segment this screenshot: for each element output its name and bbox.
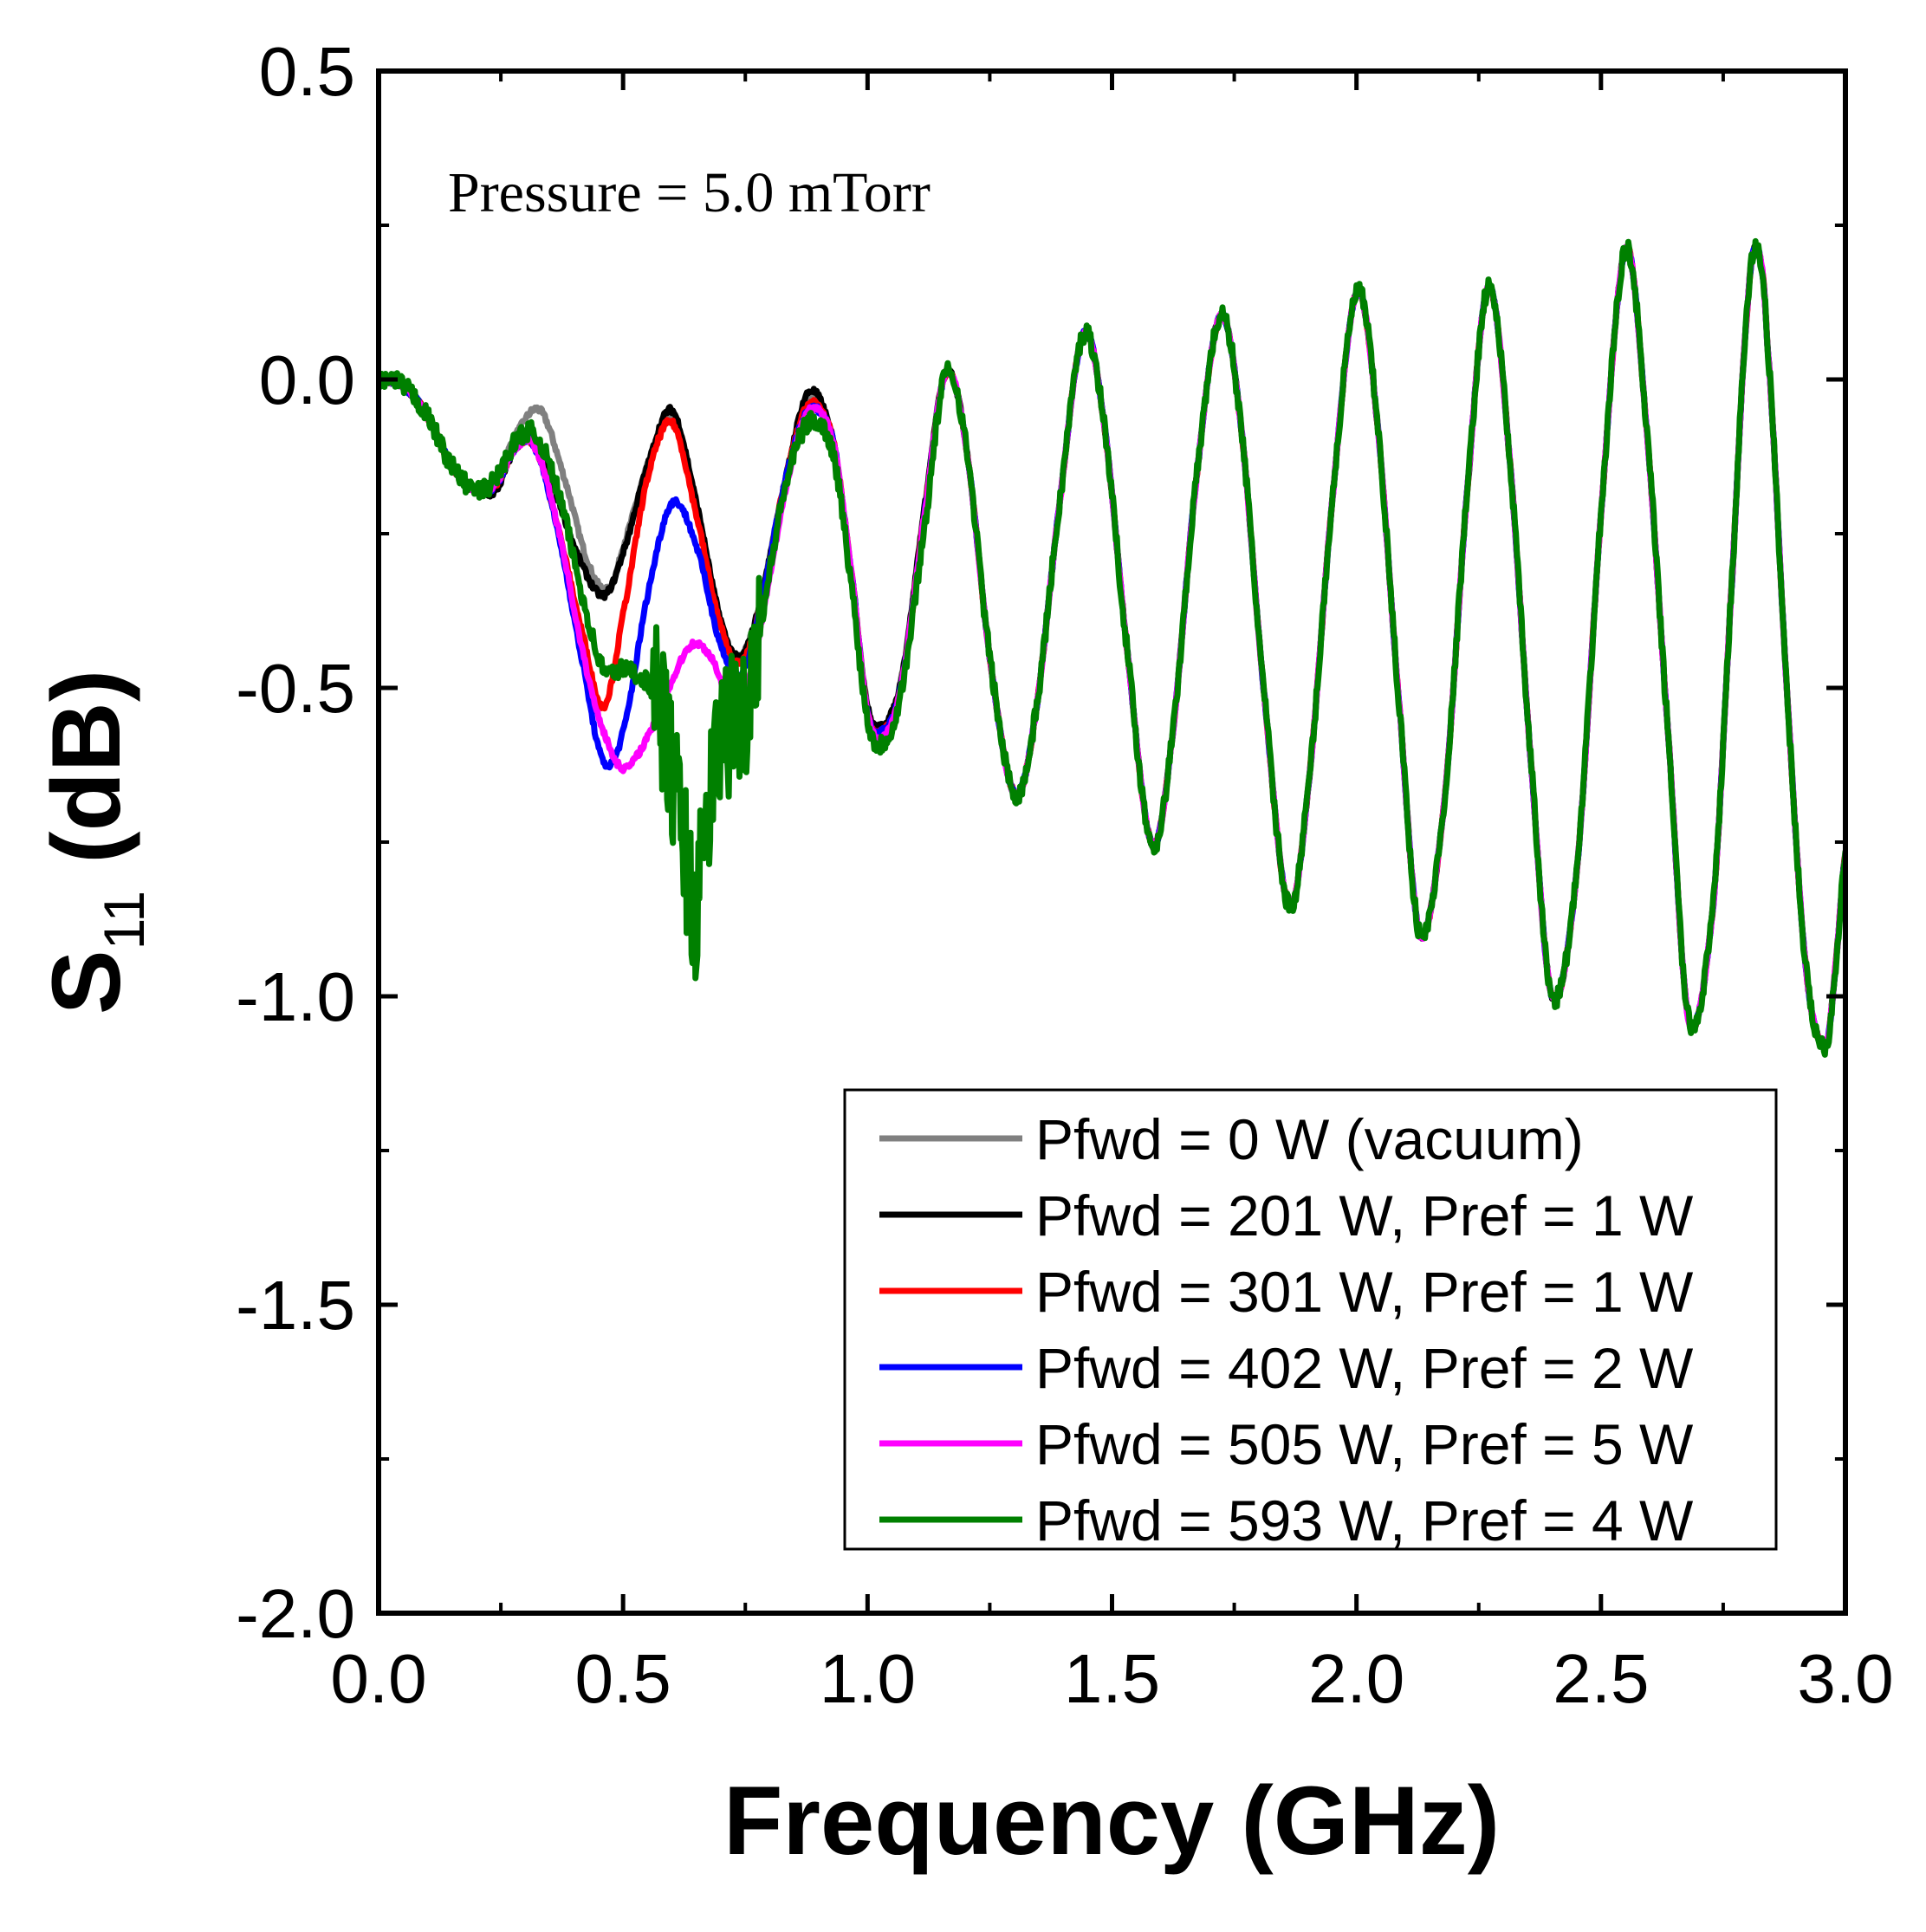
legend-label-4: Pfwd = 505 W, Pref = 5 W [1035,1412,1694,1476]
legend-label-5: Pfwd = 593 W, Pref = 4 W [1035,1488,1694,1553]
x-axis-title: Frequency (GHz) [723,1767,1500,1875]
y-tick-label: -2.0 [236,1575,355,1652]
legend-label-3: Pfwd = 402 W, Pref = 2 W [1035,1336,1694,1400]
legend-box [843,1088,1778,1551]
legend-label-2: Pfwd = 301 W, Pref = 1 W [1035,1260,1694,1324]
x-tick-label: 3.0 [1797,1640,1893,1717]
y-axis-title-subscript: 11 [92,891,156,950]
y-axis-title-main: S [32,950,140,1015]
y-tick-label: -0.5 [236,650,355,727]
legend: Pfwd = 0 W (vacuum) Pfwd = 201 W, Pref = … [843,1088,1778,1553]
x-tick-label: 0.0 [330,1640,426,1717]
series-line-5 [379,237,1845,1058]
pressure-annotation: Pressure = 5.0 mTorr [448,161,931,224]
x-tick-label: 1.0 [820,1640,916,1717]
y-tick-label: 0.0 [259,341,355,418]
svg-text:S11 (dB): S11 (dB) [32,670,156,1015]
y-tick-label: -1.0 [236,958,355,1035]
tick-layer: 0.0 0.5 1.0 1.5 2.0 2.5 3.0 0.5 0.0 -0.5 -1.0 -1.5 -… [236,33,1893,1717]
series-line-3 [379,243,1845,1052]
x-tick-label: 2.5 [1553,1640,1649,1717]
series-line-0 [379,243,1845,1048]
series-line-2 [379,243,1845,1052]
y-axis-title: S11 (dB) [32,670,156,1015]
series-line-1 [379,242,1845,1050]
y-tick-label: 0.5 [259,33,355,110]
y-tick-label: -1.5 [236,1267,355,1344]
series-line-4 [379,243,1845,1049]
y-axis-title-unit: (dB) [32,670,140,891]
legend-label-1: Pfwd = 201 W, Pref = 1 W [1035,1183,1694,1248]
x-tick-label: 2.0 [1308,1640,1404,1717]
x-tick-label: 1.5 [1064,1640,1160,1717]
legend-label-0: Pfwd = 0 W (vacuum) [1035,1107,1584,1171]
x-tick-label: 0.5 [575,1640,671,1717]
series-layer [379,237,1845,1058]
